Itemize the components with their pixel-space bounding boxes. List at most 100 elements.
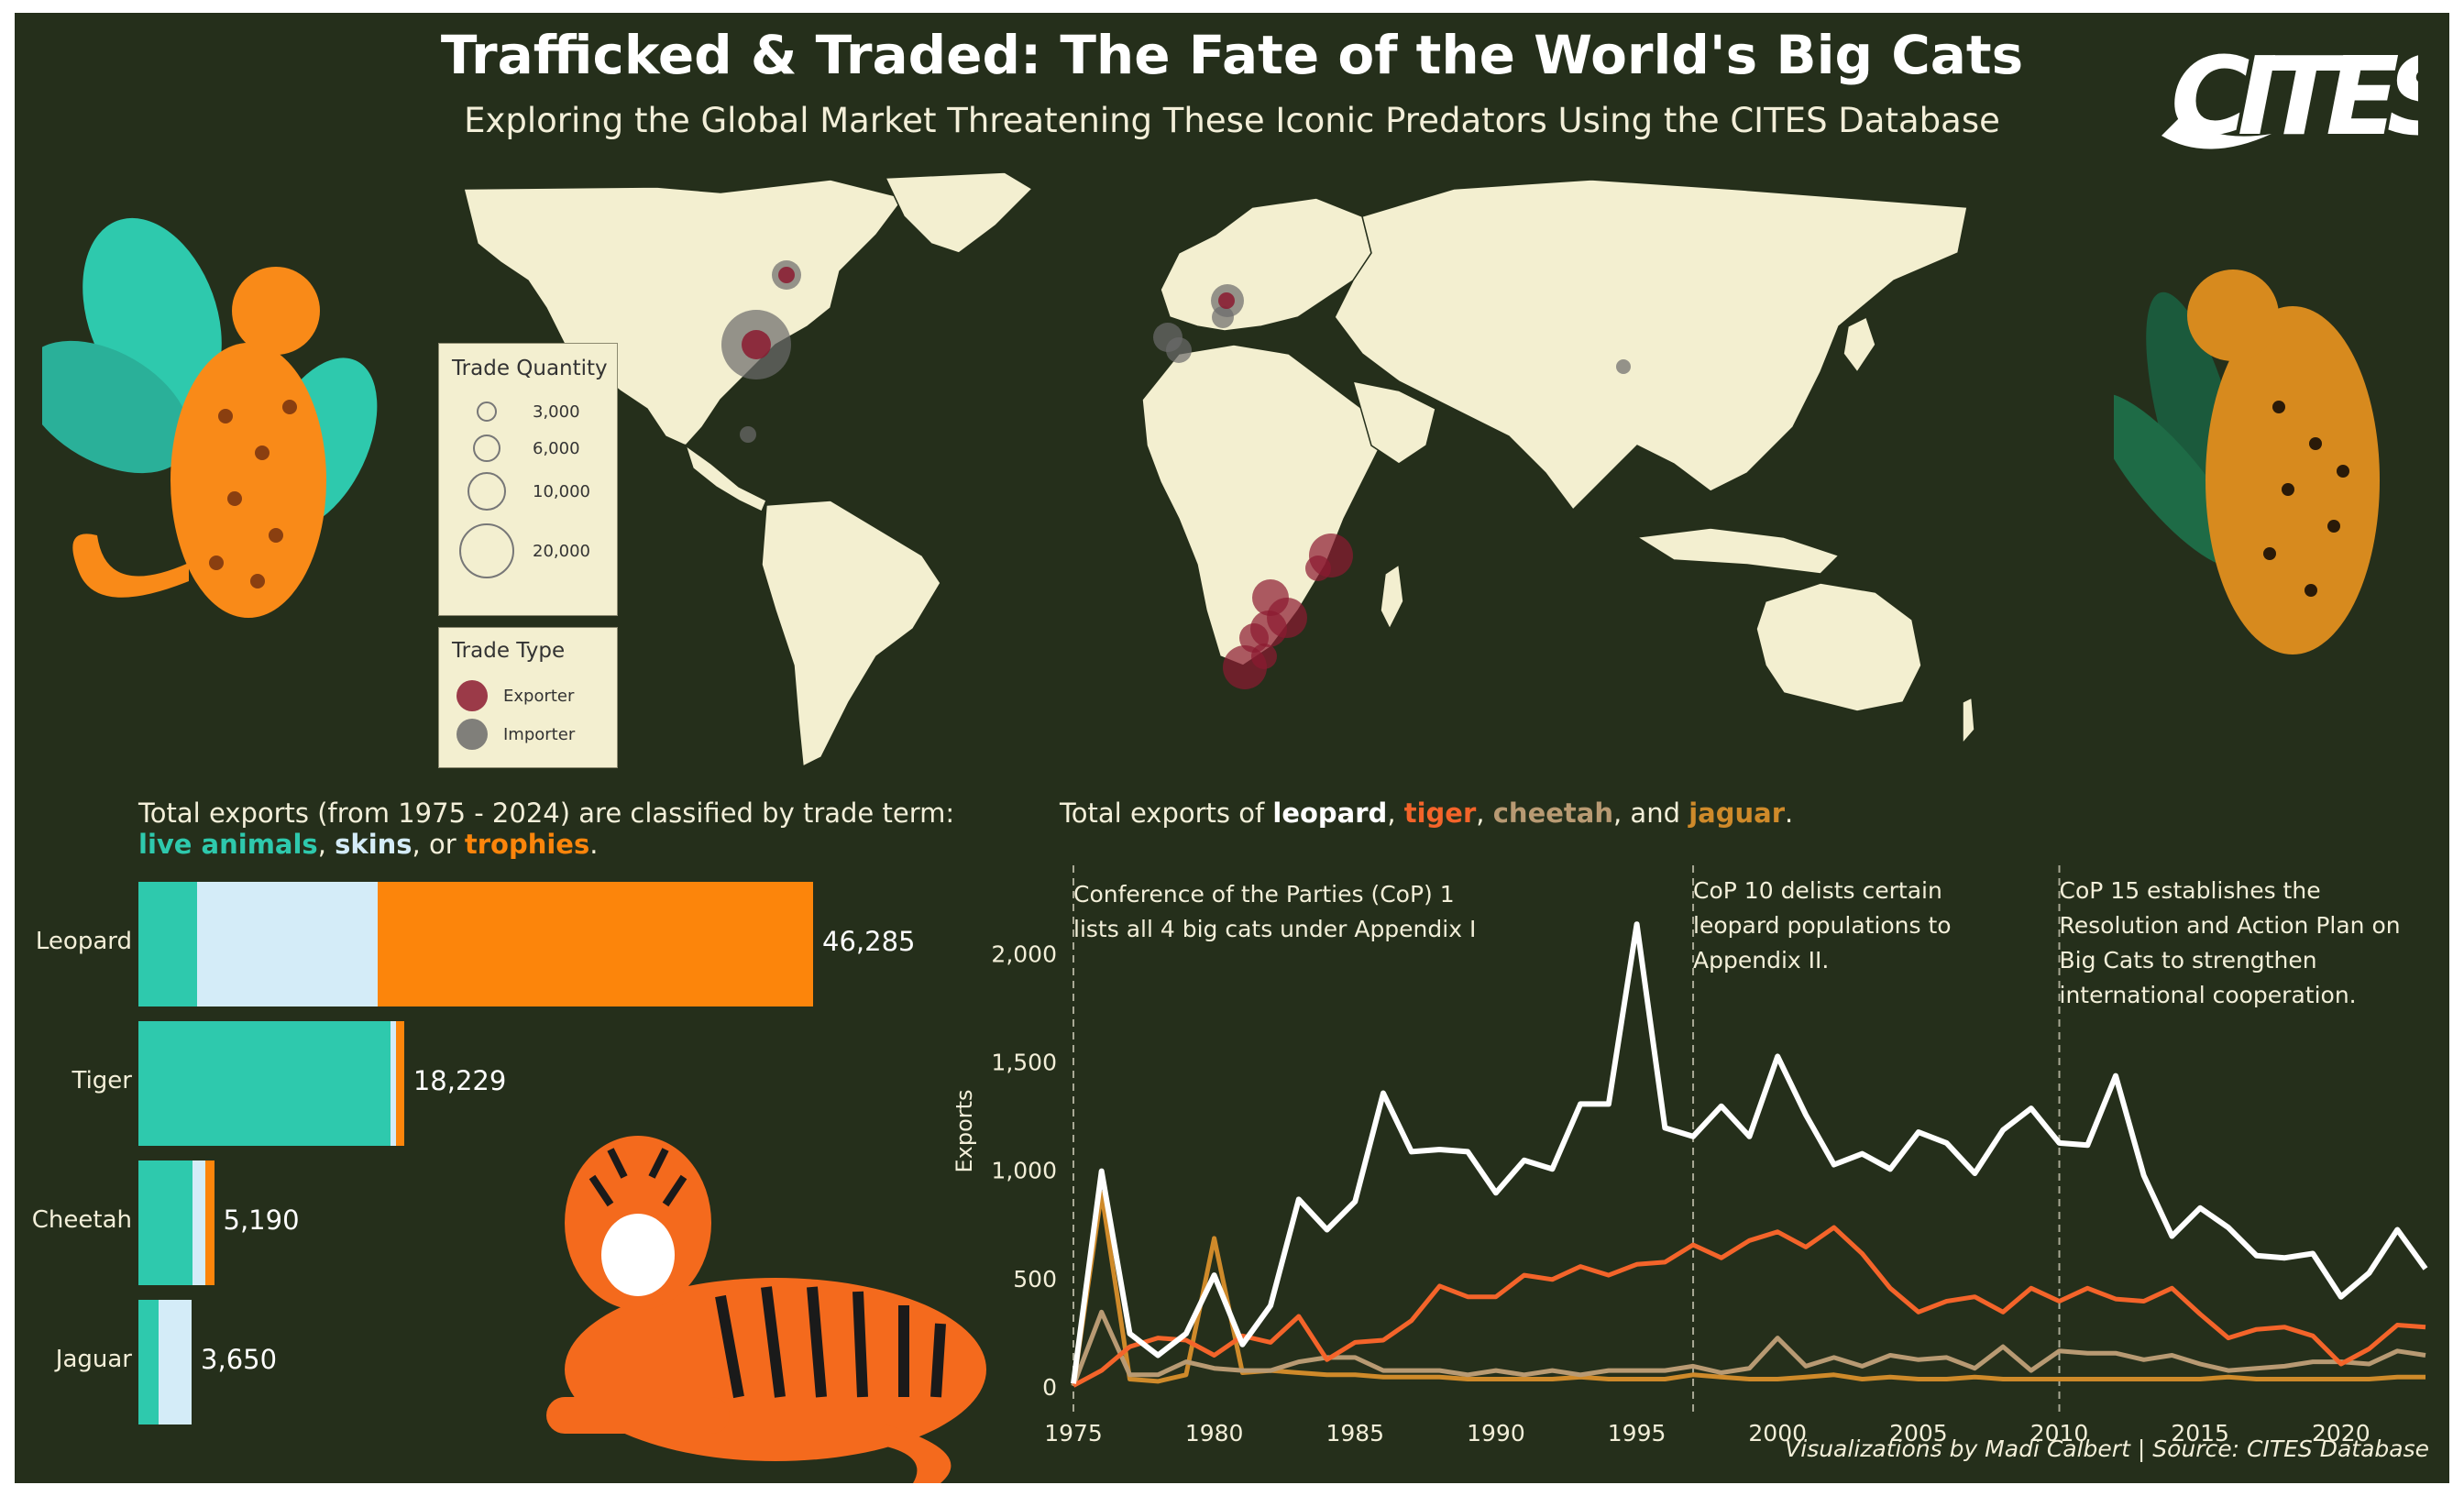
map-japan xyxy=(1842,315,1876,374)
caption-text: Total exports of xyxy=(1060,798,1273,829)
exporter-swatch xyxy=(456,680,488,711)
importer-bubble-china xyxy=(1616,359,1631,374)
trade-quantity-legend-symbols xyxy=(459,402,514,578)
page-subtitle: Exploring the Global Market Threatening … xyxy=(464,101,2000,140)
bar-caption-line2: live animals, skins, or trophies. xyxy=(138,829,954,860)
stacked-bar-chart: Leopard 46,285 Tiger 18,229 Cheetah 5,190 Jagu… xyxy=(15,874,977,1461)
caption-separator: , xyxy=(1476,798,1493,829)
quantity-circle-6000 xyxy=(473,434,500,462)
x-tick-label: 1985 xyxy=(1326,1420,1384,1443)
bar-total-label: 3,650 xyxy=(201,1344,278,1375)
legend-jaguar: jaguar xyxy=(1688,798,1786,829)
y-tick-label: 0 xyxy=(1042,1374,1057,1401)
spot xyxy=(2263,547,2276,560)
spot xyxy=(218,409,233,424)
annotation-text: lists all 4 big cats under Appendix I xyxy=(1073,916,1476,942)
bar-segment-skins xyxy=(159,1300,192,1424)
bar-category-label: Cheetah xyxy=(31,1206,132,1234)
trade-type-legend-title: Trade Type xyxy=(452,639,566,663)
importer-bubble-mexico xyxy=(740,426,756,443)
line-chart: 0 500 1,000 1,500 2,000 1975 1980 1985 1990 1995 2… xyxy=(952,865,2428,1443)
tiger-tail xyxy=(867,1424,952,1483)
bar-segment-trophies xyxy=(396,1021,404,1146)
importer-swatch xyxy=(456,719,488,750)
legend-trophies: trophies xyxy=(464,829,590,860)
logo-text: CITES xyxy=(2171,33,2418,160)
annotation-text: Conference of the Parties (CoP) 1 xyxy=(1073,881,1455,908)
quantity-label: 6,000 xyxy=(533,439,580,458)
spot xyxy=(269,528,283,543)
caption-separator: , and xyxy=(1613,798,1689,829)
y-axis-label: Exports xyxy=(952,1089,977,1172)
x-tick-label: 1975 xyxy=(1044,1420,1103,1443)
map-australia xyxy=(1755,582,1922,712)
page-title: Trafficked & Traded: The Fate of the Wor… xyxy=(440,24,2024,86)
trade-quantity-legend-title: Trade Quantity xyxy=(452,357,608,380)
x-tick-label: 2020 xyxy=(2312,1420,2370,1443)
leopard-illustration xyxy=(42,217,378,618)
x-tick-label: 1995 xyxy=(1608,1420,1666,1443)
bar-segment-skins xyxy=(192,1160,206,1285)
x-tick-label: 2000 xyxy=(1748,1420,1807,1443)
spot xyxy=(255,446,270,460)
cites-logo: CITES xyxy=(2162,33,2418,160)
map-north-america xyxy=(463,179,906,446)
trade-bubbles xyxy=(721,260,1631,689)
x-tick-label: 1980 xyxy=(1185,1420,1244,1443)
spot xyxy=(227,491,242,506)
annotation-text: Appendix II. xyxy=(1693,947,1829,974)
bar-caption-line1: Total exports (from 1975 - 2024) are cla… xyxy=(138,798,955,829)
tiger-stripes xyxy=(715,1286,946,1399)
trade-type-label: Exporter xyxy=(503,687,575,706)
line-chart-series xyxy=(1071,921,2428,1388)
leaf-shape xyxy=(2114,393,2244,567)
annotation-text: Big Cats to strengthen xyxy=(2060,947,2317,974)
quantity-label: 3,000 xyxy=(533,402,580,422)
tiger-illustration xyxy=(546,1136,986,1483)
spot xyxy=(2272,401,2285,413)
bar-segment-live-animals xyxy=(138,1300,160,1424)
leopard-body xyxy=(170,343,326,618)
cheetah-illustration xyxy=(2114,270,2380,654)
trade-quantity-legend: Trade Quantity 3,000 6,000 10,000 20,000 xyxy=(438,343,618,616)
map-arabia xyxy=(1351,380,1436,465)
spot xyxy=(2304,584,2317,597)
quantity-circle-3000 xyxy=(477,402,497,422)
annotation-text: CoP 10 delists certain xyxy=(1693,877,1942,904)
bar-total-label: 46,285 xyxy=(822,926,916,957)
bar-segment-live-animals xyxy=(138,1160,192,1285)
cheetah-body xyxy=(2206,306,2380,654)
caption-separator: . xyxy=(589,829,599,860)
trade-type-legend-symbols xyxy=(456,680,488,750)
x-tick-label: 2015 xyxy=(2171,1420,2229,1443)
bar-segment-skins xyxy=(196,882,378,1006)
exporter-bubble-kenya xyxy=(1305,556,1331,581)
tiger-head-stripes xyxy=(588,1148,688,1207)
bar-total-label: 5,190 xyxy=(223,1204,300,1236)
map-africa xyxy=(1141,344,1381,666)
quantity-label: 20,000 xyxy=(533,542,590,561)
caption-separator: , or xyxy=(412,829,465,860)
quantity-circle-20000 xyxy=(459,523,514,578)
infographic-canvas: Trafficked & Traded: The Fate of the Wor… xyxy=(15,13,2449,1483)
legend-live-animals: live animals xyxy=(138,829,318,860)
series-line-cheetah xyxy=(1071,1309,2426,1387)
map-madagascar xyxy=(1380,563,1404,631)
legend-leopard: leopard xyxy=(1272,798,1388,829)
y-tick-label: 2,000 xyxy=(991,940,1057,967)
importer-bubble-portugal xyxy=(1166,337,1192,363)
leaf-shape xyxy=(42,340,191,474)
bar-segment-skins xyxy=(390,1021,397,1146)
cheetah-head xyxy=(2187,270,2279,361)
leopard-tail xyxy=(72,534,189,598)
bar-segment-live-animals xyxy=(138,1021,391,1146)
exporter-bubble-south-africa xyxy=(1223,645,1267,689)
line-chart-axes: 0 500 1,000 1,500 2,000 1975 1980 1985 1990 1995 2… xyxy=(991,940,2370,1443)
map-greenland xyxy=(884,171,1034,254)
series-line-jaguar xyxy=(1071,1190,2426,1386)
bar-category-label: Tiger xyxy=(72,1067,133,1094)
legend-skins: skins xyxy=(335,829,412,860)
quantity-circle-10000 xyxy=(468,472,506,511)
trade-type-label: Importer xyxy=(503,725,576,744)
exporter-bubble-canada xyxy=(778,267,795,283)
